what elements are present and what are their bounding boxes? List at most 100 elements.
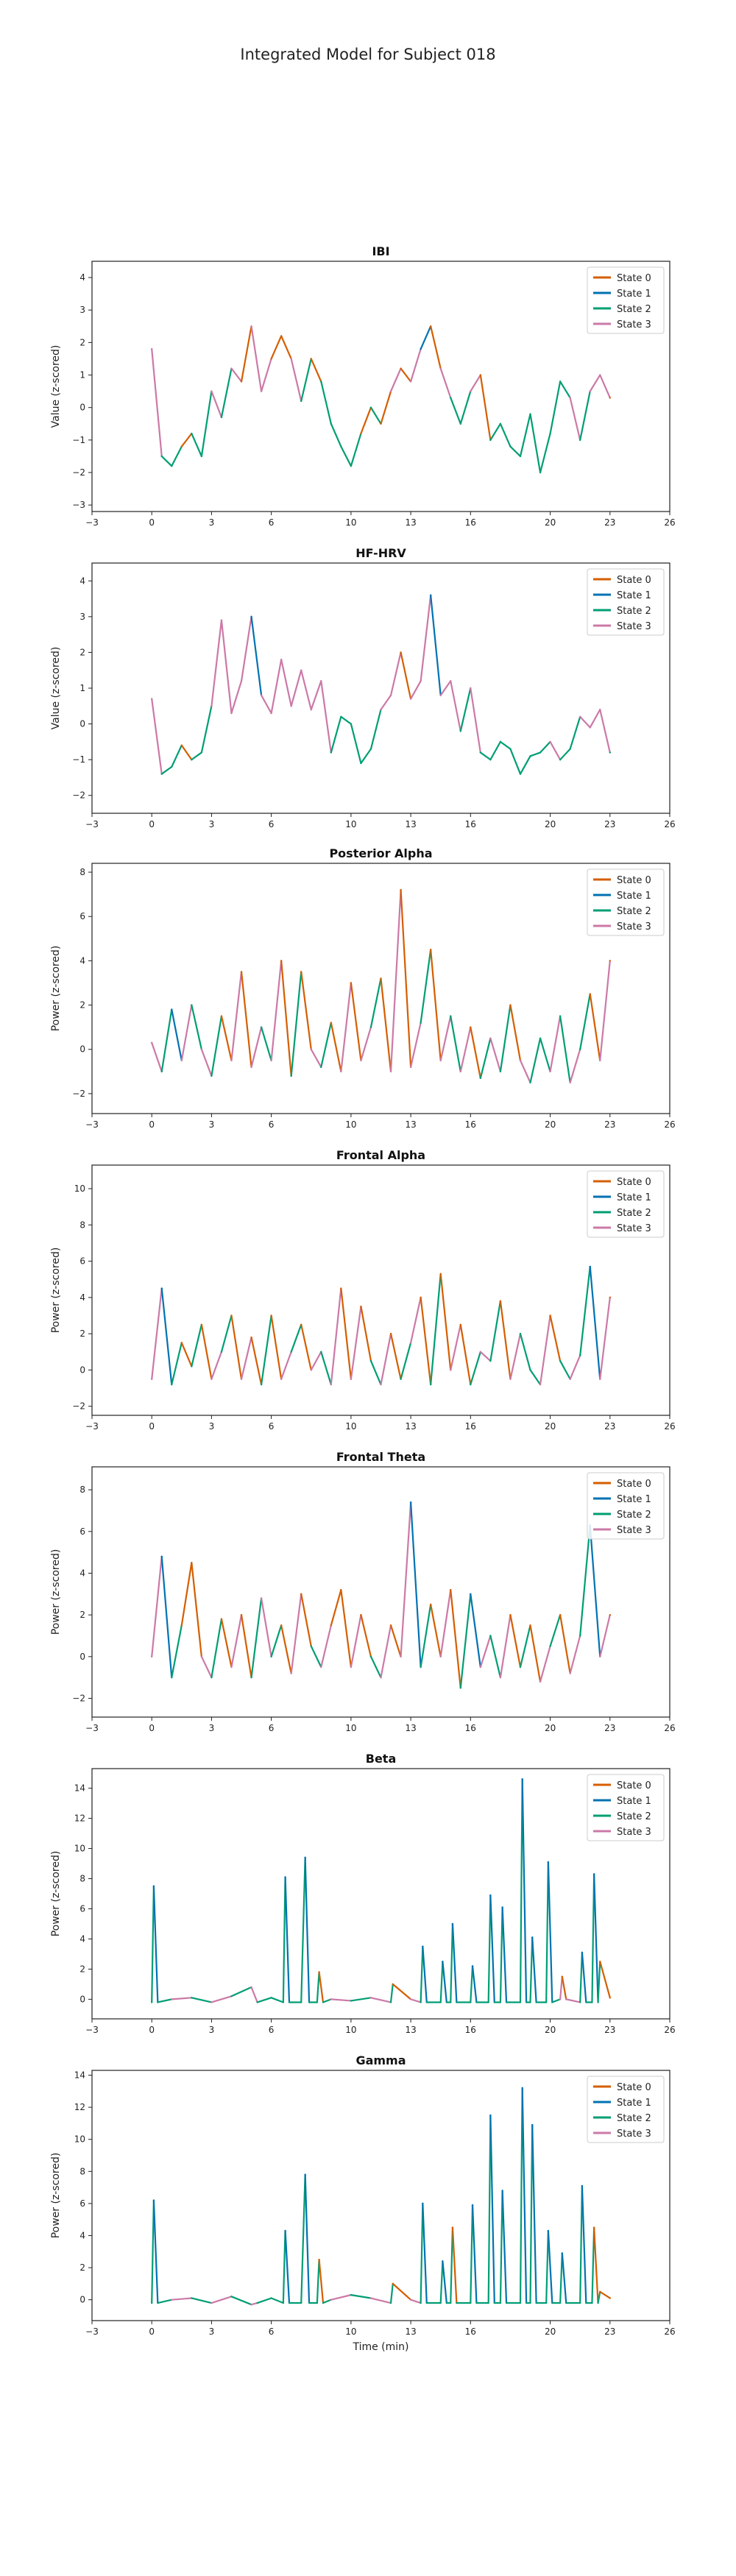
data-point [429, 594, 432, 596]
series-segment-state-0 [400, 651, 412, 700]
legend-box [587, 1472, 665, 1540]
series-segment-state-2 [489, 740, 502, 761]
y-tick-label: 4 [79, 1292, 85, 1303]
series-segment-state-2 [151, 1885, 155, 2003]
data-point [597, 2301, 599, 2304]
series-segment-state-3 [210, 390, 223, 419]
data-point [300, 1593, 302, 1596]
legend-label: State 2 [617, 1811, 651, 1822]
data-point [569, 1672, 571, 1674]
data-point [420, 1022, 422, 1024]
data-point [471, 2204, 474, 2207]
data-point [450, 1588, 452, 1591]
x-tick-label: 26 [664, 1421, 675, 1432]
x-tick-label: 20 [545, 1421, 556, 1432]
series-segment-state-3 [300, 669, 312, 711]
series-segment-state-0 [392, 1983, 412, 2000]
data-point [400, 1378, 402, 1380]
data-point [220, 619, 223, 621]
series-segment-state-0 [459, 1323, 472, 1386]
data-point [250, 325, 252, 328]
data-point [589, 726, 591, 729]
data-point [539, 1037, 542, 1039]
series-segment-state-1 [451, 1922, 458, 2003]
y-tick-label: 2 [79, 1328, 85, 1339]
series-segment-state-2 [529, 1936, 534, 2003]
data-point [290, 1075, 292, 1078]
data-point [270, 2297, 272, 2299]
x-tick-label: −3 [85, 2025, 99, 2035]
series-segment-state-0 [280, 335, 292, 360]
data-point [450, 680, 452, 682]
data-point [151, 1655, 153, 1658]
data-point [400, 367, 402, 369]
series-segment-state-0 [559, 1614, 571, 1674]
series-segment-state-2 [439, 1961, 444, 2003]
x-tick-label: 6 [269, 2326, 275, 2337]
figure-title: Integrated Model for Subject 018 [240, 46, 496, 63]
y-tick-label: 6 [79, 1903, 85, 1914]
series-segment-state-0 [400, 367, 412, 383]
data-point [505, 2301, 508, 2304]
data-point [470, 687, 472, 690]
series-segment-state-2 [320, 1351, 332, 1386]
series-segment-state-2 [320, 1022, 332, 1068]
data-point [256, 2301, 258, 2304]
data-point [499, 1070, 502, 1073]
series-segment-state-0 [280, 1624, 292, 1674]
x-tick-label: 23 [604, 819, 615, 829]
series-segment-state-3 [579, 715, 591, 729]
data-point [380, 1383, 382, 1386]
legend-label: State 0 [617, 1177, 651, 1188]
y-tick-label: 0 [79, 2295, 85, 2305]
series-segment-state-3 [230, 680, 243, 715]
series-segment-state-3 [250, 1986, 258, 2003]
series-segment-state-2 [350, 2294, 372, 2299]
series-segment-state-2 [519, 1333, 531, 1371]
data-point [389, 390, 392, 392]
series-segment-state-2 [559, 1015, 571, 1083]
data-point [400, 888, 402, 891]
series-segment-state-2 [151, 2199, 155, 2304]
series-segment-state-2 [470, 1965, 474, 2003]
series-segment-state-2 [545, 1861, 549, 2003]
series-segment-state-1 [160, 1287, 173, 1386]
x-tick-label: 20 [545, 2326, 556, 2337]
legend-box [587, 266, 665, 334]
series-segment-state-2 [157, 1998, 173, 2003]
series-segment-state-2 [519, 1624, 531, 1669]
series-segment-state-0 [380, 977, 392, 1072]
data-point [389, 1624, 392, 1627]
x-tick-label: 3 [209, 2025, 215, 2035]
y-tick-label: −2 [72, 1401, 85, 1412]
data-point [591, 2001, 593, 2003]
data-point [529, 2301, 531, 2304]
data-point [220, 1015, 223, 1017]
data-point [429, 949, 432, 951]
series-segment-state-3 [330, 1287, 342, 1386]
series-segment-state-3 [439, 1015, 452, 1061]
data-point [280, 960, 283, 962]
series-segment-state-3 [380, 1624, 392, 1679]
x-tick-label: −3 [85, 819, 99, 829]
series-segment-state-2 [459, 1593, 472, 1689]
y-tick-label: 14 [74, 1783, 85, 1794]
y-tick-label: 2 [79, 1000, 85, 1011]
data-point [479, 1351, 482, 1353]
data-point [151, 2301, 153, 2304]
x-tick-label: 0 [149, 1421, 155, 1432]
data-point [585, 2301, 587, 2304]
data-point [549, 740, 551, 743]
data-point [260, 1026, 263, 1028]
data-point [250, 1336, 252, 1339]
data-point [409, 1998, 412, 2000]
data-point [489, 1359, 492, 1362]
data-point [152, 1885, 155, 1887]
y-tick-label: 2 [79, 337, 85, 347]
data-point [445, 2001, 448, 2003]
series-segment-state-0 [310, 358, 322, 383]
data-point [529, 755, 531, 757]
series-segment-state-1 [442, 1961, 447, 2003]
data-point [429, 1603, 432, 1606]
series-segment-state-3 [439, 367, 452, 399]
